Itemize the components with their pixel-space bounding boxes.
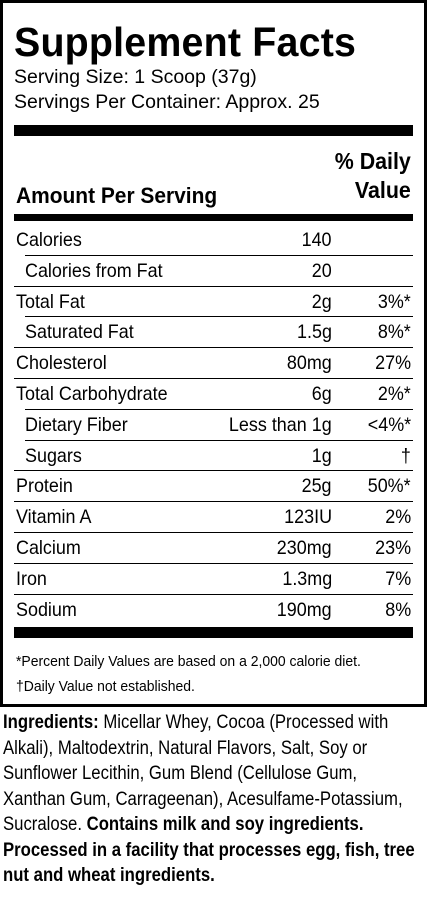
nutrient-rows: Calories 140 Calories from Fat 20 Total Fat 2… — [14, 225, 413, 625]
footnote-percent-daily-value: *Percent Daily Values are based on a 2,0… — [16, 653, 361, 671]
nutrient-amount: 2g — [312, 290, 332, 313]
nutrient-name: Total Carbohydrate — [16, 382, 168, 405]
panel-title: Supplement Facts — [14, 19, 357, 65]
daily-value-heading-line2: Value — [355, 177, 411, 203]
nutrient-amount: 25g — [302, 475, 332, 498]
nutrient-row: Calories 140 — [14, 225, 413, 256]
nutrient-daily-value: 3%* — [378, 290, 411, 313]
thick-divider-top — [14, 125, 413, 136]
nutrient-amount: Less than 1g — [229, 413, 332, 436]
nutrient-daily-value: † — [401, 444, 411, 467]
nutrient-daily-value: 7% — [385, 567, 411, 590]
nutrient-row: Saturated Fat 1.5g 8%* — [14, 317, 413, 349]
row-divider — [25, 316, 413, 318]
nutrient-amount: 1.3mg — [282, 567, 332, 590]
medium-divider — [14, 214, 413, 221]
nutrient-amount: 6g — [312, 382, 332, 405]
nutrient-daily-value: 50%* — [368, 475, 411, 498]
thick-divider-bottom — [14, 627, 413, 639]
nutrient-name: Sodium — [16, 598, 77, 621]
ingredients-text: Micellar Whey, Cocoa (Processed with Alk… — [3, 712, 403, 835]
servings-per-container: Servings Per Container: Approx. 25 — [14, 91, 320, 113]
ingredients-statement: Ingredients: Micellar Whey, Cocoa (Proce… — [3, 710, 424, 889]
allergen-statement: Contains milk and soy ingredients. Proce… — [3, 814, 415, 886]
nutrient-daily-value: 23% — [375, 536, 411, 559]
row-divider — [14, 501, 413, 503]
serving-size: Serving Size: 1 Scoop (37g) — [14, 66, 257, 88]
nutrient-amount: 123IU — [284, 506, 332, 529]
row-divider — [25, 408, 413, 410]
nutrient-row: Protein 25g 50%* — [14, 471, 413, 503]
nutrient-name: Cholesterol — [16, 352, 107, 375]
nutrient-amount: 20 — [312, 259, 332, 282]
row-divider — [14, 285, 413, 287]
nutrient-name: Calcium — [16, 536, 81, 559]
row-divider — [14, 562, 413, 564]
nutrient-row: Cholesterol 80mg 27% — [14, 348, 413, 379]
nutrient-name: Iron — [16, 567, 47, 590]
amount-per-serving-heading: Amount Per Serving — [16, 183, 218, 208]
daily-value-heading-line1: % Daily — [334, 148, 411, 174]
nutrient-name: Vitamin A — [16, 506, 92, 529]
nutrient-name: Calories from Fat — [25, 259, 163, 282]
nutrient-daily-value: 8% — [385, 598, 411, 621]
nutrient-amount: 1g — [312, 444, 332, 467]
nutrient-name: Calories — [16, 229, 82, 251]
nutrient-amount: 230mg — [277, 536, 332, 559]
row-divider — [14, 347, 413, 349]
nutrient-name: Protein — [16, 475, 73, 498]
nutrient-daily-value: 8%* — [378, 321, 411, 344]
nutrient-name: Saturated Fat — [25, 321, 134, 344]
supplement-facts-panel: Supplement Facts Serving Size: 1 Scoop (… — [0, 0, 427, 707]
nutrient-daily-value: 27% — [375, 352, 411, 375]
nutrient-row: Calcium 230mg 23% — [14, 533, 413, 564]
nutrient-row: Vitamin A 123IU 2% — [14, 502, 413, 533]
nutrient-amount: 140 — [302, 229, 332, 251]
nutrient-row: Total Carbohydrate 6g 2%* — [14, 379, 413, 410]
row-divider — [25, 254, 413, 256]
nutrient-row: Sugars 1g † — [14, 441, 413, 472]
nutrient-daily-value: 2%* — [378, 382, 411, 405]
nutrient-name: Total Fat — [16, 290, 85, 313]
nutrient-row: Dietary Fiber Less than 1g <4%* — [14, 410, 413, 441]
nutrient-row: Calories from Fat 20 — [14, 256, 413, 287]
nutrient-row: Total Fat 2g 3%* — [14, 287, 413, 318]
nutrient-daily-value: 2% — [385, 506, 411, 529]
ingredients-label: Ingredients: — [3, 712, 99, 733]
nutrient-amount: 1.5g — [297, 321, 332, 344]
nutrient-row: Sodium 190mg 8% — [14, 595, 413, 626]
nutrient-daily-value: <4%* — [367, 413, 411, 436]
row-divider — [14, 531, 413, 533]
daily-value-heading: % Daily Value — [335, 147, 411, 205]
row-divider — [14, 377, 413, 379]
row-divider — [14, 470, 413, 472]
nutrient-row: Iron 1.3mg 7% — [14, 564, 413, 595]
footnote-not-established: †Daily Value not established. — [16, 678, 195, 696]
nutrient-amount: 80mg — [287, 352, 332, 375]
nutrient-amount: 190mg — [277, 598, 332, 621]
table-header: Amount Per Serving % Daily Value — [14, 136, 413, 214]
nutrient-name: Dietary Fiber — [25, 413, 128, 436]
row-divider — [14, 593, 413, 595]
nutrient-name: Sugars — [25, 444, 82, 467]
row-divider — [25, 439, 413, 441]
